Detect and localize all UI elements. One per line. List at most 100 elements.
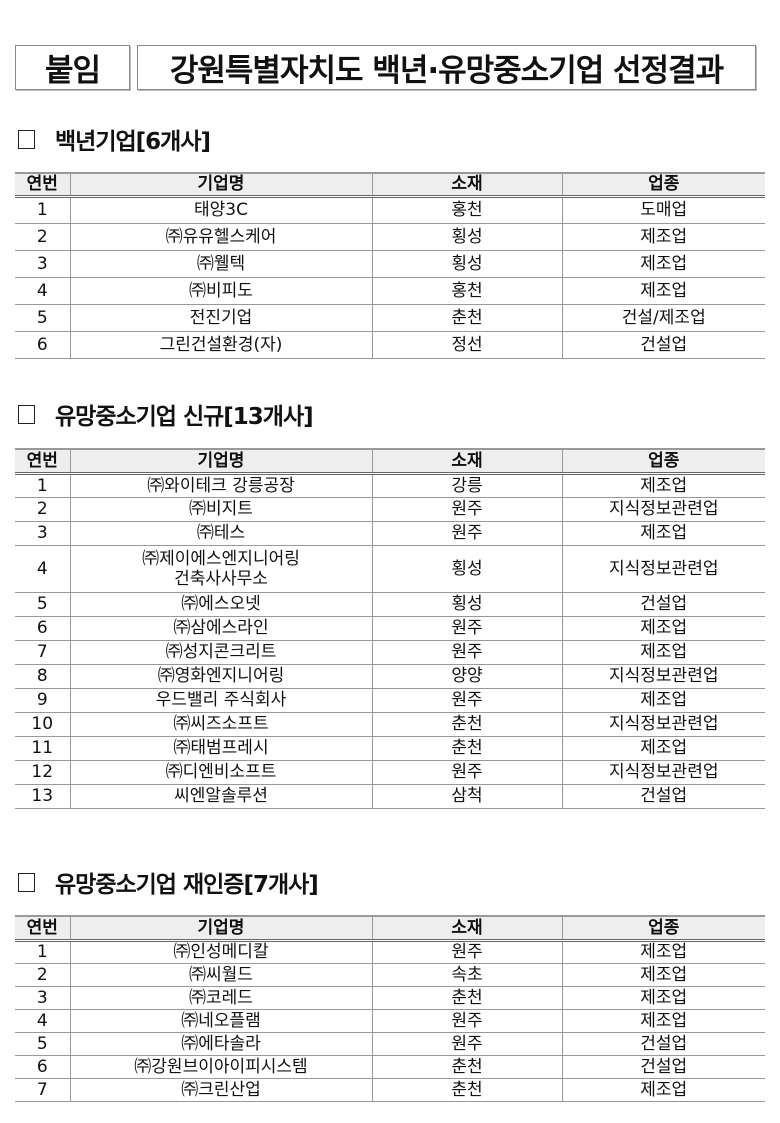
company-name: ㈜코레드 bbox=[69, 986, 372, 1010]
location: 춘천 bbox=[371, 1078, 562, 1102]
company-name: 씨엔알솔루션 bbox=[69, 784, 372, 809]
row-number: 7 bbox=[15, 1078, 70, 1102]
table-row: 4 ㈜비피도 홍천 제조업 bbox=[15, 277, 765, 305]
column-header: 업종 bbox=[561, 172, 765, 198]
row-number: 2 bbox=[15, 963, 70, 987]
row-number: 5 bbox=[15, 592, 70, 617]
section-heading: 유망중소기업 재인증[7개사] bbox=[18, 865, 319, 899]
column-header: 연번 bbox=[15, 448, 70, 475]
company-name: 전진기업 bbox=[69, 304, 372, 332]
table-row: 1 태양3C 홍천 도매업 bbox=[15, 196, 765, 224]
row-number: 5 bbox=[15, 304, 70, 332]
location: 홍천 bbox=[371, 277, 562, 305]
industry: 제조업 bbox=[561, 940, 765, 964]
industry: 제조업 bbox=[561, 963, 765, 987]
row-number: 3 bbox=[15, 250, 70, 278]
checkbox-square-icon bbox=[18, 404, 35, 424]
company-table: 연번 기업명 소재 업종 1 ㈜인성메디칼 원주 제조업 2 ㈜씨월드 속초 제조업 3 ㈜코레드 춘천 제조… bbox=[15, 915, 765, 1102]
table-row: 3 ㈜웰텍 횡성 제조업 bbox=[15, 250, 765, 278]
table-row: 8 ㈜영화엔지니어링 양양 지식정보관련업 bbox=[15, 664, 765, 689]
company-name: ㈜테스 bbox=[69, 521, 372, 546]
table-row: 4 ㈜네오플램 원주 제조업 bbox=[15, 1009, 765, 1033]
company-name: ㈜비피도 bbox=[69, 277, 372, 305]
row-number: 3 bbox=[15, 986, 70, 1010]
location: 삼척 bbox=[371, 784, 562, 809]
table-row: 3 ㈜테스 원주 제조업 bbox=[15, 521, 765, 546]
company-name: ㈜삼에스라인 bbox=[69, 616, 372, 641]
company-name: ㈜강원브이아이피시스템 bbox=[69, 1055, 372, 1079]
location: 홍천 bbox=[371, 196, 562, 224]
company-name: ㈜네오플램 bbox=[69, 1009, 372, 1033]
location: 원주 bbox=[371, 616, 562, 641]
row-number: 7 bbox=[15, 640, 70, 665]
industry: 지식정보관련업 bbox=[561, 497, 765, 522]
row-number: 4 bbox=[15, 1009, 70, 1033]
column-header: 연번 bbox=[15, 172, 70, 198]
checkbox-square-icon bbox=[18, 129, 35, 149]
industry: 지식정보관련업 bbox=[561, 760, 765, 785]
location: 춘천 bbox=[371, 736, 562, 761]
company-name: ㈜에타솔라 bbox=[69, 1032, 372, 1056]
table-row: 13 씨엔알솔루션 삼척 건설업 bbox=[15, 784, 765, 809]
industry: 제조업 bbox=[561, 1009, 765, 1033]
company-name: ㈜웰텍 bbox=[69, 250, 372, 278]
location: 횡성 bbox=[371, 592, 562, 617]
industry: 제조업 bbox=[561, 616, 765, 641]
location: 원주 bbox=[371, 940, 562, 964]
row-number: 2 bbox=[15, 497, 70, 522]
company-name: ㈜태범프레시 bbox=[69, 736, 372, 761]
industry: 제조업 bbox=[561, 277, 765, 305]
location: 춘천 bbox=[371, 986, 562, 1010]
industry: 제조업 bbox=[561, 736, 765, 761]
company-name: 태양3C bbox=[69, 196, 372, 224]
attachment-tag: 붙임 bbox=[15, 45, 130, 90]
company-name: ㈜비지트 bbox=[69, 497, 372, 522]
column-header: 소재 bbox=[371, 915, 562, 942]
company-table: 연번 기업명 소재 업종 1 태양3C 홍천 도매업 2 ㈜유유헬스케어 횡성 제조업 3 ㈜웰텍 횡성 제조… bbox=[15, 172, 765, 359]
row-number: 1 bbox=[15, 940, 70, 964]
table-header: 연번 기업명 소재 업종 bbox=[15, 448, 765, 475]
industry: 건설업 bbox=[561, 592, 765, 617]
industry: 건설업 bbox=[561, 784, 765, 809]
industry: 제조업 bbox=[561, 223, 765, 251]
company-name: ㈜와이테크 강릉공장 bbox=[69, 473, 372, 498]
location: 정선 bbox=[371, 331, 562, 359]
company-name: ㈜성지콘크리트 bbox=[69, 640, 372, 665]
table-row: 6 ㈜삼에스라인 원주 제조업 bbox=[15, 616, 765, 641]
column-header: 업종 bbox=[561, 915, 765, 942]
column-header: 소재 bbox=[371, 448, 562, 475]
table-row: 5 ㈜에스오넷 횡성 건설업 bbox=[15, 592, 765, 617]
section-title: 유망중소기업 재인증[7개사] bbox=[55, 872, 319, 898]
location: 속초 bbox=[371, 963, 562, 987]
checkbox-square-icon bbox=[18, 872, 35, 892]
location: 원주 bbox=[371, 1009, 562, 1033]
row-number: 3 bbox=[15, 521, 70, 546]
industry: 제조업 bbox=[561, 473, 765, 498]
table-row: 4 ㈜제이에스엔지니어링 건축사사무소 횡성 지식정보관련업 bbox=[15, 545, 765, 593]
row-number: 4 bbox=[15, 545, 70, 593]
table-header: 연번 기업명 소재 업종 bbox=[15, 915, 765, 942]
company-name: ㈜크린산업 bbox=[69, 1078, 372, 1102]
industry: 제조업 bbox=[561, 640, 765, 665]
table-row: 2 ㈜비지트 원주 지식정보관련업 bbox=[15, 497, 765, 522]
industry: 건설/제조업 bbox=[561, 304, 765, 332]
section-title: 백년기업[6개사] bbox=[55, 129, 211, 155]
location: 양양 bbox=[371, 664, 562, 689]
location: 원주 bbox=[371, 1032, 562, 1056]
document-title: 강원특별자치도 백년·유망중소기업 선정결과 bbox=[137, 45, 756, 90]
company-name: ㈜디엔비소프트 bbox=[69, 760, 372, 785]
company-name: 우드밸리 주식회사 bbox=[69, 688, 372, 713]
section-title: 유망중소기업 신규[13개사] bbox=[55, 404, 314, 430]
table-row: 2 ㈜씨월드 속초 제조업 bbox=[15, 963, 765, 987]
row-number: 4 bbox=[15, 277, 70, 305]
industry: 지식정보관련업 bbox=[561, 545, 765, 593]
location: 원주 bbox=[371, 640, 562, 665]
location: 원주 bbox=[371, 521, 562, 546]
location: 춘천 bbox=[371, 1055, 562, 1079]
company-name: ㈜씨즈소프트 bbox=[69, 712, 372, 737]
row-number: 2 bbox=[15, 223, 70, 251]
row-number: 1 bbox=[15, 473, 70, 498]
row-number: 9 bbox=[15, 688, 70, 713]
industry: 제조업 bbox=[561, 250, 765, 278]
